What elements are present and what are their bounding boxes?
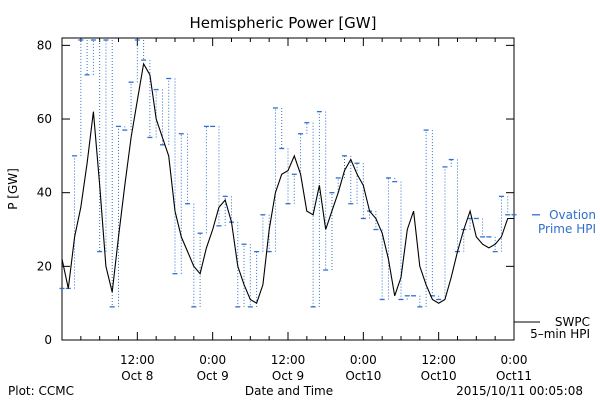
series-ovation-prime	[59, 39, 517, 308]
y-tick-label: 20	[37, 259, 52, 273]
legend-ovation-label: Prime HPI	[538, 222, 596, 236]
x-tick-label: 12:00	[421, 353, 456, 367]
y-tick-label: 60	[37, 112, 52, 126]
y-tick-label: 80	[37, 38, 52, 52]
legend-ovation-label: Ovation	[549, 208, 596, 222]
x-tick-date-label: Oct 9	[272, 369, 304, 383]
y-axis: 0 20 40 60 80	[37, 38, 514, 347]
x-tick-date-label: Oct 8	[121, 369, 153, 383]
timestamp: 2015/10/11 00:05:08	[456, 384, 583, 398]
x-tick-label: 0:00	[501, 353, 528, 367]
y-tick-label: 40	[37, 186, 52, 200]
x-axis-label: Date and Time	[245, 384, 333, 398]
legend-swpc-label: 5–min HPI	[530, 327, 590, 341]
x-tick-label: 0:00	[199, 353, 226, 367]
x-tick-date-label: Oct10	[421, 369, 457, 383]
series-swpc-line	[61, 62, 514, 305]
x-tick-date-label: Oct10	[345, 369, 381, 383]
x-axis: 12:00 Oct 8 0:00 Oct 9 12:00 Oct 9 0:00 Oct10 12…	[80, 38, 532, 383]
legend-swpc-label: SWPC	[555, 315, 590, 329]
y-tick-label: 0	[44, 333, 52, 347]
x-tick-date-label: Oct11	[496, 369, 532, 383]
plot-credit: Plot: CCMC	[8, 384, 74, 398]
series-layer	[59, 39, 517, 308]
x-tick-label: 12:00	[271, 353, 306, 367]
x-tick-label: 12:00	[120, 353, 155, 367]
x-tick-label: 0:00	[350, 353, 377, 367]
chart-title: Hemispheric Power [GW]	[190, 14, 377, 32]
x-tick-date-label: Oct 9	[197, 369, 229, 383]
y-axis-label: P [GW]	[6, 168, 20, 210]
